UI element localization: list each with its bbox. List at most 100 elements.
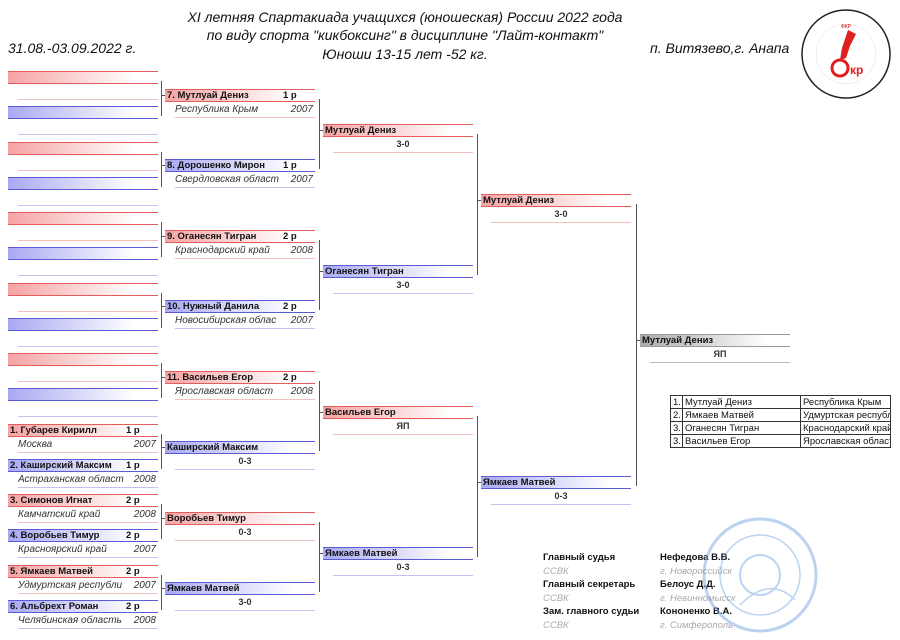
competitor-name: 1. Губарев Кирилл bbox=[10, 424, 97, 436]
competitor-year: 2008 bbox=[133, 509, 156, 520]
event-place: п. Витязево,г. Анапа bbox=[650, 40, 790, 56]
match-score: 0-3 bbox=[175, 526, 315, 541]
bracket-slot[interactable]: 4. Воробьев Тимур 2 р bbox=[8, 529, 158, 543]
bracket-slot[interactable]: 11. Васильев Егор 2 р bbox=[165, 370, 315, 384]
competitor-rank: 2 р bbox=[126, 495, 140, 506]
bracket-slot[interactable]: Каширский Максим bbox=[165, 441, 315, 454]
competitor-info bbox=[18, 332, 158, 347]
bracket-connector bbox=[477, 199, 481, 201]
result-place: 2. bbox=[670, 408, 683, 422]
event-dates: 31.08.-03.09.2022 г. bbox=[8, 40, 137, 56]
competitor-info bbox=[18, 156, 158, 171]
competitor-year: 2007 bbox=[290, 315, 313, 326]
bracket-slot[interactable]: Ямкаев Матвей bbox=[165, 582, 315, 595]
bracket-connector bbox=[161, 504, 162, 540]
competitor-rank: 1 р bbox=[283, 89, 297, 101]
bracket-slot[interactable] bbox=[8, 388, 158, 402]
competitor-name: Мутлуай Дениз bbox=[642, 334, 714, 346]
bracket-slot[interactable]: Мутлуай Дениз bbox=[481, 193, 631, 207]
bracket-connector bbox=[319, 380, 320, 451]
bracket-connector bbox=[161, 292, 162, 328]
competitor-region: Краснодарский край bbox=[175, 244, 270, 256]
competitor-name: Ямкаев Матвей bbox=[167, 583, 240, 594]
competitor-rank: 2 р bbox=[283, 301, 297, 312]
bracket-slot[interactable]: 9. Оганесян Тигран 2 р bbox=[165, 229, 315, 243]
bracket-slot[interactable]: Оганесян Тигран bbox=[323, 264, 473, 278]
bracket-connector bbox=[477, 415, 478, 557]
bracket-slot[interactable] bbox=[8, 106, 158, 120]
title-line-1: XI летняя Спартакиада учащихся (юношеска… bbox=[187, 9, 623, 25]
result-name: Оганесян Тигран bbox=[682, 421, 801, 435]
competitor-info bbox=[18, 191, 158, 206]
bracket-slot[interactable]: 8. Дорошенко Мирон 1 р bbox=[165, 159, 315, 172]
competitor-region: Красноярский край bbox=[18, 544, 107, 556]
bracket-slot[interactable] bbox=[8, 282, 158, 296]
bracket-connector bbox=[161, 517, 165, 519]
match-score: ЯП bbox=[650, 348, 790, 363]
competitor-info bbox=[18, 85, 158, 100]
official-category: ССВК bbox=[543, 566, 569, 577]
bracket-slot[interactable]: 6. Альбрехт Роман 2 р bbox=[8, 599, 158, 613]
match-score: 3-0 bbox=[333, 138, 473, 153]
bracket-slot[interactable]: 3. Симонов Игнат 2 р bbox=[8, 494, 158, 507]
match-score: 3-0 bbox=[175, 596, 315, 611]
svg-text:кр: кр bbox=[850, 63, 863, 77]
competitor-name: Васильев Егор bbox=[325, 406, 396, 418]
results-row: 1. Мутлуай Дениз Республика Крым bbox=[670, 395, 891, 409]
competitor-rank: 1 р bbox=[283, 160, 297, 171]
competitor-info: Красноярский край 2007 bbox=[18, 543, 158, 559]
title-line-2: по виду спорта "кикбоксинг" в дисциплине… bbox=[206, 27, 604, 43]
competitor-info: Новосибирская облас 2007 bbox=[175, 314, 315, 329]
official-role: Зам. главного судьи bbox=[543, 606, 640, 617]
bracket-slot[interactable]: Мутлуай Дениз bbox=[640, 333, 790, 347]
competitor-info: Астраханская област 2008 bbox=[18, 473, 158, 488]
bracket-slot[interactable]: 2. Каширский Максим 1 р bbox=[8, 458, 158, 472]
bracket-slot[interactable] bbox=[8, 141, 158, 155]
bracket-connector bbox=[161, 363, 162, 399]
bracket-slot[interactable]: Ямкаев Матвей bbox=[481, 475, 631, 489]
results-row: 3. Васильев Егор Ярославская област bbox=[670, 434, 891, 448]
competitor-name: Ямкаев Матвей bbox=[483, 476, 556, 488]
competitor-name: Воробьев Тимур bbox=[167, 512, 246, 524]
competitor-rank: 2 р bbox=[126, 530, 140, 542]
bracket-slot[interactable] bbox=[8, 353, 158, 366]
bracket-slot[interactable]: 7. Мутлуай Дениз 1 р bbox=[165, 88, 315, 102]
bracket-connector bbox=[161, 235, 165, 237]
bracket-slot[interactable] bbox=[8, 247, 158, 261]
competitor-rank: 2 р bbox=[126, 600, 140, 612]
competitor-name: 7. Мутлуай Дениз bbox=[167, 89, 249, 101]
competitor-info bbox=[18, 402, 158, 418]
bracket-slot[interactable]: 5. Ямкаев Матвей 2 р bbox=[8, 564, 158, 578]
bracket-slot[interactable]: 10. Нужный Данила 2 р bbox=[165, 300, 315, 313]
bracket-slot[interactable]: Мутлуай Дениз bbox=[323, 123, 473, 137]
competitor-year: 2007 bbox=[290, 174, 313, 185]
bracket-slot[interactable] bbox=[8, 212, 158, 225]
competitor-region: Ярославская област bbox=[175, 385, 274, 397]
bracket-slot[interactable] bbox=[8, 176, 158, 190]
competitor-info bbox=[18, 120, 158, 136]
competitor-info: Республика Крым 2007 bbox=[175, 103, 315, 118]
bracket-slot[interactable]: 1. Губарев Кирилл 1 р bbox=[8, 423, 158, 437]
competitor-info: Краснодарский край 2008 bbox=[175, 244, 315, 259]
official-role: Главный секретарь bbox=[543, 579, 636, 590]
competitor-info: Свердловская област 2007 bbox=[175, 173, 315, 188]
bracket-slot[interactable]: Ямкаев Матвей bbox=[323, 546, 473, 560]
competitor-region: Свердловская област bbox=[175, 174, 279, 185]
competitor-region: Новосибирская облас bbox=[175, 315, 277, 326]
competitor-info: Москва 2007 bbox=[18, 438, 158, 453]
bracket-slot[interactable] bbox=[8, 317, 158, 331]
bracket-slot[interactable]: Воробьев Тимур bbox=[165, 511, 315, 525]
competitor-name: 2. Каширский Максим bbox=[10, 459, 112, 471]
bracket-slot[interactable] bbox=[8, 71, 158, 84]
bracket-connector bbox=[161, 588, 165, 589]
bracket-connector bbox=[319, 270, 323, 272]
results-row: 2. Ямкаев Матвей Удмуртская республ bbox=[670, 408, 891, 422]
competitor-region: Москва bbox=[18, 438, 53, 450]
bracket-connector bbox=[319, 411, 323, 413]
competitor-rank: 2 р bbox=[283, 371, 297, 383]
bracket-connector bbox=[319, 98, 320, 169]
bracket-connector bbox=[161, 222, 162, 258]
result-name: Васильев Егор bbox=[682, 434, 801, 448]
bracket-connector bbox=[161, 94, 165, 96]
bracket-slot[interactable]: Васильев Егор bbox=[323, 405, 473, 419]
